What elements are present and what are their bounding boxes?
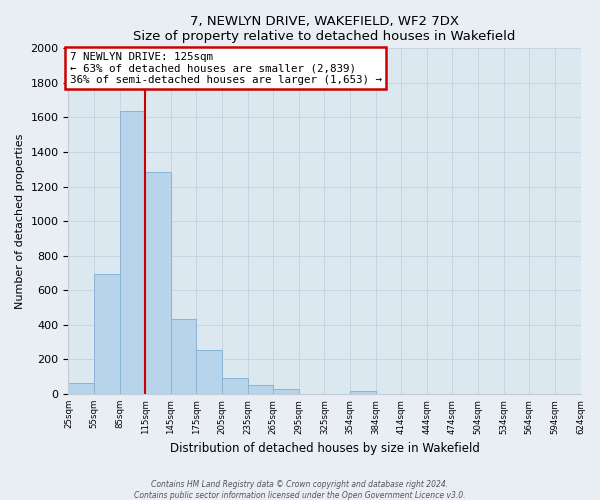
Bar xyxy=(119,112,145,394)
Bar xyxy=(222,378,248,394)
Text: 7 NEWLYN DRIVE: 125sqm
← 63% of detached houses are smaller (2,839)
36% of semi-: 7 NEWLYN DRIVE: 125sqm ← 63% of detached… xyxy=(70,52,382,85)
Bar xyxy=(196,350,222,394)
Bar xyxy=(350,392,376,394)
Title: 7, NEWLYN DRIVE, WAKEFIELD, WF2 7DX
Size of property relative to detached houses: 7, NEWLYN DRIVE, WAKEFIELD, WF2 7DX Size… xyxy=(133,15,515,43)
Y-axis label: Number of detached properties: Number of detached properties xyxy=(15,134,25,309)
Bar xyxy=(68,382,94,394)
X-axis label: Distribution of detached houses by size in Wakefield: Distribution of detached houses by size … xyxy=(170,442,479,455)
Bar xyxy=(145,172,171,394)
Text: Contains HM Land Registry data © Crown copyright and database right 2024.
Contai: Contains HM Land Registry data © Crown c… xyxy=(134,480,466,500)
Bar xyxy=(248,385,273,394)
Bar xyxy=(273,389,299,394)
Bar xyxy=(171,319,196,394)
Bar xyxy=(94,274,119,394)
